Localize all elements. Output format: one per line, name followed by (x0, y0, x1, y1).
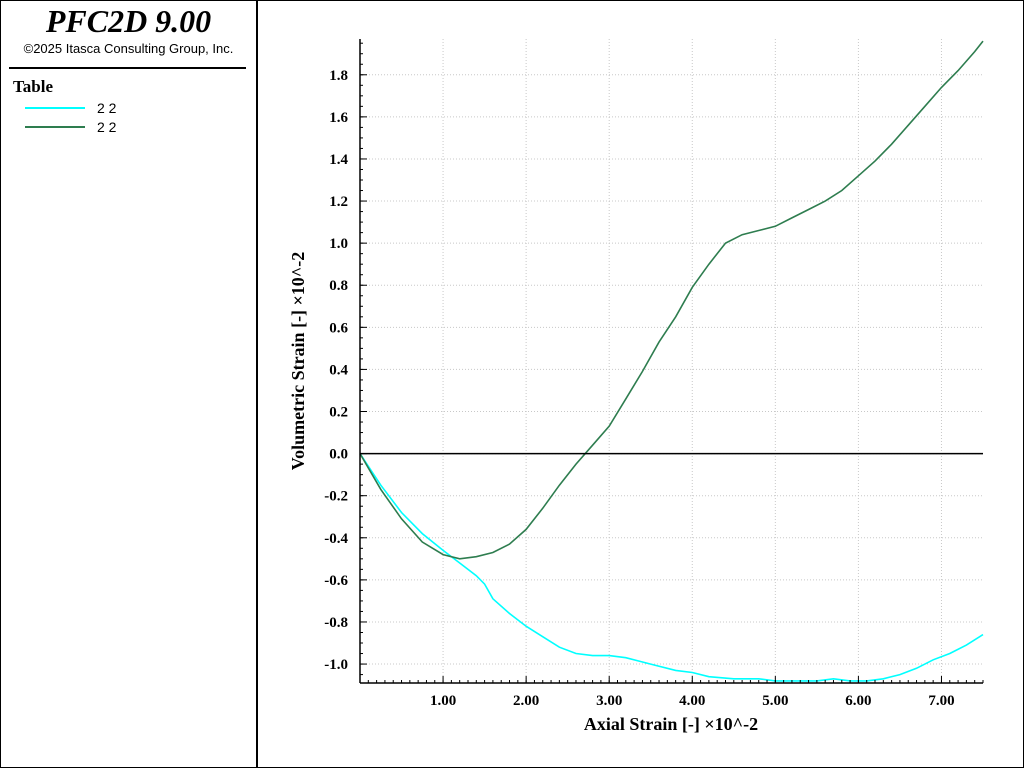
y-tick-label: -0.4 (324, 531, 348, 547)
y-tick-label: 0.8 (329, 278, 348, 294)
series-line-1 (359, 453, 984, 682)
y-tick-label: 0.4 (329, 362, 348, 378)
legend-panel: PFC2D 9.00 ©2025 Itasca Consulting Group… (1, 1, 258, 767)
legend-label: 2 2 (97, 100, 117, 116)
y-tick-label: 1.8 (329, 68, 348, 84)
y-tick-label: -1.0 (324, 657, 348, 673)
y-tick-label: -0.6 (324, 573, 348, 589)
grid (360, 39, 983, 683)
y-tick-label: 1.2 (329, 194, 348, 210)
divider (9, 67, 246, 69)
y-tick-label: 1.4 (329, 152, 348, 168)
x-tick-label: 3.00 (596, 693, 622, 709)
legend-label: 2 2 (97, 119, 117, 135)
x-tick-label: 1.00 (430, 693, 456, 709)
y-axis-label: Volumetric Strain [-] ×10^-2 (288, 252, 308, 471)
legend-item-2: 2 2 (21, 119, 241, 135)
y-tick-label: 0.2 (329, 405, 348, 421)
y-tick-label: -0.2 (324, 489, 348, 505)
y-tick-label: -0.8 (324, 615, 348, 631)
y-tick-label: 0.0 (329, 447, 348, 463)
y-tick-label: 0.6 (329, 320, 348, 336)
axes: 1.00 2.00 3.00 4.00 5.00 6.00 7.00 -1.0 -0.8 -0.6… (324, 39, 984, 709)
y-tick-label: 1.0 (329, 236, 348, 252)
x-tick-label: 5.00 (762, 693, 788, 709)
legend-title: Table (13, 77, 54, 96)
legend-item-1: 2 2 (21, 100, 241, 116)
copyright-notice: ©2025 Itasca Consulting Group, Inc. (23, 41, 234, 56)
x-tick-label: 4.00 (679, 693, 705, 709)
legend-swatch-icon (25, 126, 85, 128)
series-layer (359, 40, 984, 682)
x-tick-label: 6.00 (845, 693, 871, 709)
legend-swatch-icon (25, 107, 85, 109)
y-tick-label: 1.6 (329, 110, 348, 126)
app-title: PFC2D 9.00 (45, 3, 212, 39)
x-tick-label: 7.00 (928, 693, 954, 709)
x-tick-label: 2.00 (513, 693, 539, 709)
x-axis-label: Axial Strain [-] ×10^-2 (584, 714, 758, 734)
series-line-2 (359, 40, 984, 560)
